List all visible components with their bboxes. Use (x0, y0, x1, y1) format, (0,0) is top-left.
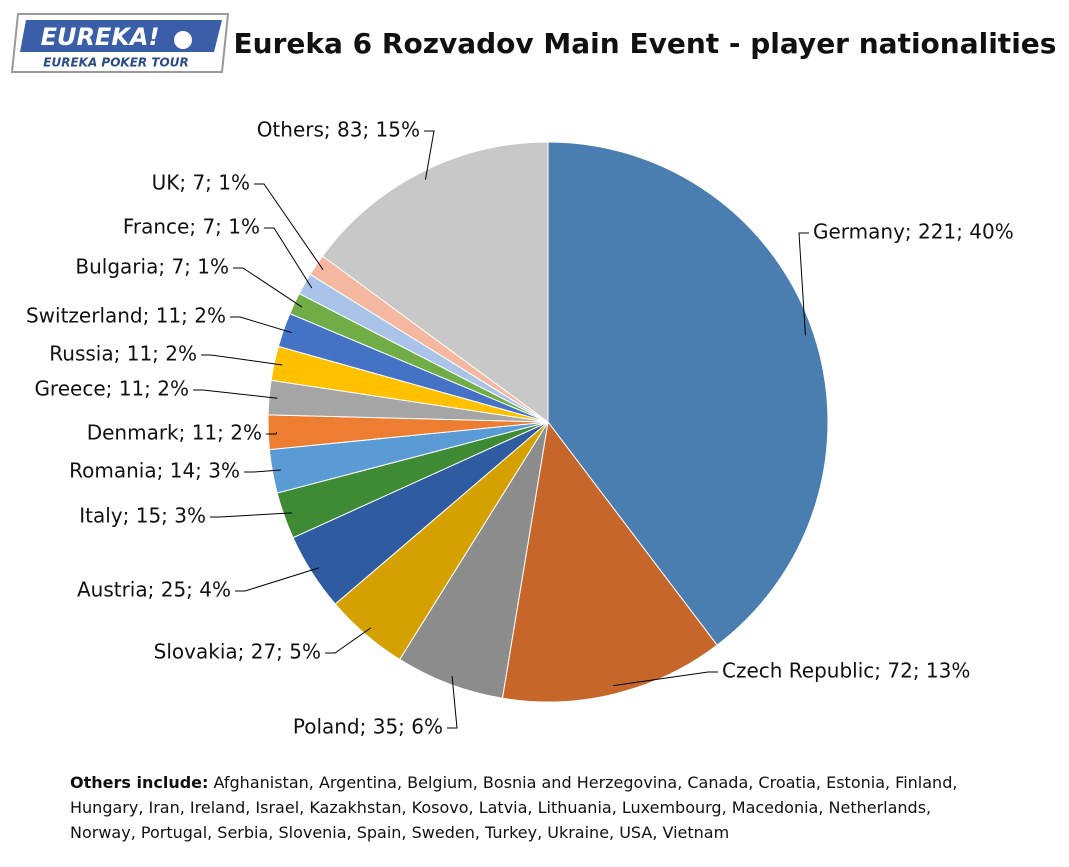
chart-title: Eureka 6 Rozvadov Main Event - player na… (234, 27, 1057, 60)
leader-line (230, 316, 292, 334)
leader-line (210, 512, 293, 518)
data-label: Slovakia; 27; 5% (154, 640, 321, 664)
leader-line (613, 671, 718, 687)
footnote-text: Afghanistan, Argentina, Belgium, Bosnia … (214, 773, 958, 792)
leader-line (244, 469, 281, 473)
footnote-line: Hungary, Iran, Ireland, Israel, Kazakhst… (70, 798, 931, 817)
data-label: Czech Republic; 72; 13% (722, 659, 970, 683)
data-label: Denmark; 11; 2% (87, 421, 262, 445)
footnote-line: Others include: Afghanistan, Argentina, … (70, 773, 957, 792)
data-label: Russia; 11; 2% (49, 342, 197, 366)
logo-tagline: EUREKA POKER TOUR (43, 56, 188, 70)
data-label: Poland; 35; 6% (293, 715, 443, 739)
data-label: Austria; 25; 4% (77, 578, 231, 602)
footnote-heading: Others include: (70, 773, 208, 792)
pie-slice (547, 141, 829, 646)
pie-slice (501, 420, 718, 703)
logo: EUREKA! EUREKA POKER TOUR (10, 13, 230, 73)
leader-line (325, 627, 372, 654)
footnote-line: Norway, Portugal, Serbia, Slovenia, Spai… (70, 823, 729, 842)
pie-slice (321, 141, 549, 423)
leader-line (447, 676, 458, 729)
data-label: Bulgaria; 7; 1% (75, 255, 229, 279)
data-label: Germany; 221; 40% (813, 220, 1014, 244)
data-label: UK; 7; 1% (152, 171, 250, 195)
leader-line (798, 232, 809, 336)
pie: Germany; 221; 40% Czech Republic; 72; 13%… (26, 118, 1014, 739)
leader-line (266, 431, 278, 435)
leader-line (233, 267, 303, 308)
leader-line (193, 389, 278, 399)
logo-band (20, 20, 222, 52)
leader-line (254, 183, 324, 271)
leader-line (424, 130, 435, 180)
logo-brand: EUREKA! (41, 23, 160, 51)
leader-line (264, 227, 313, 289)
data-label: Italy; 15; 3% (79, 504, 206, 528)
logo-badge (174, 31, 192, 49)
leader-line (201, 354, 283, 366)
data-label: Switzerland; 11; 2% (26, 304, 226, 328)
data-label: Romania; 14; 3% (69, 459, 240, 483)
data-label: France; 7; 1% (123, 215, 260, 239)
data-label: Others; 83; 15% (257, 118, 420, 142)
leader-line (235, 567, 320, 592)
data-label: Greece; 11; 2% (34, 377, 189, 401)
